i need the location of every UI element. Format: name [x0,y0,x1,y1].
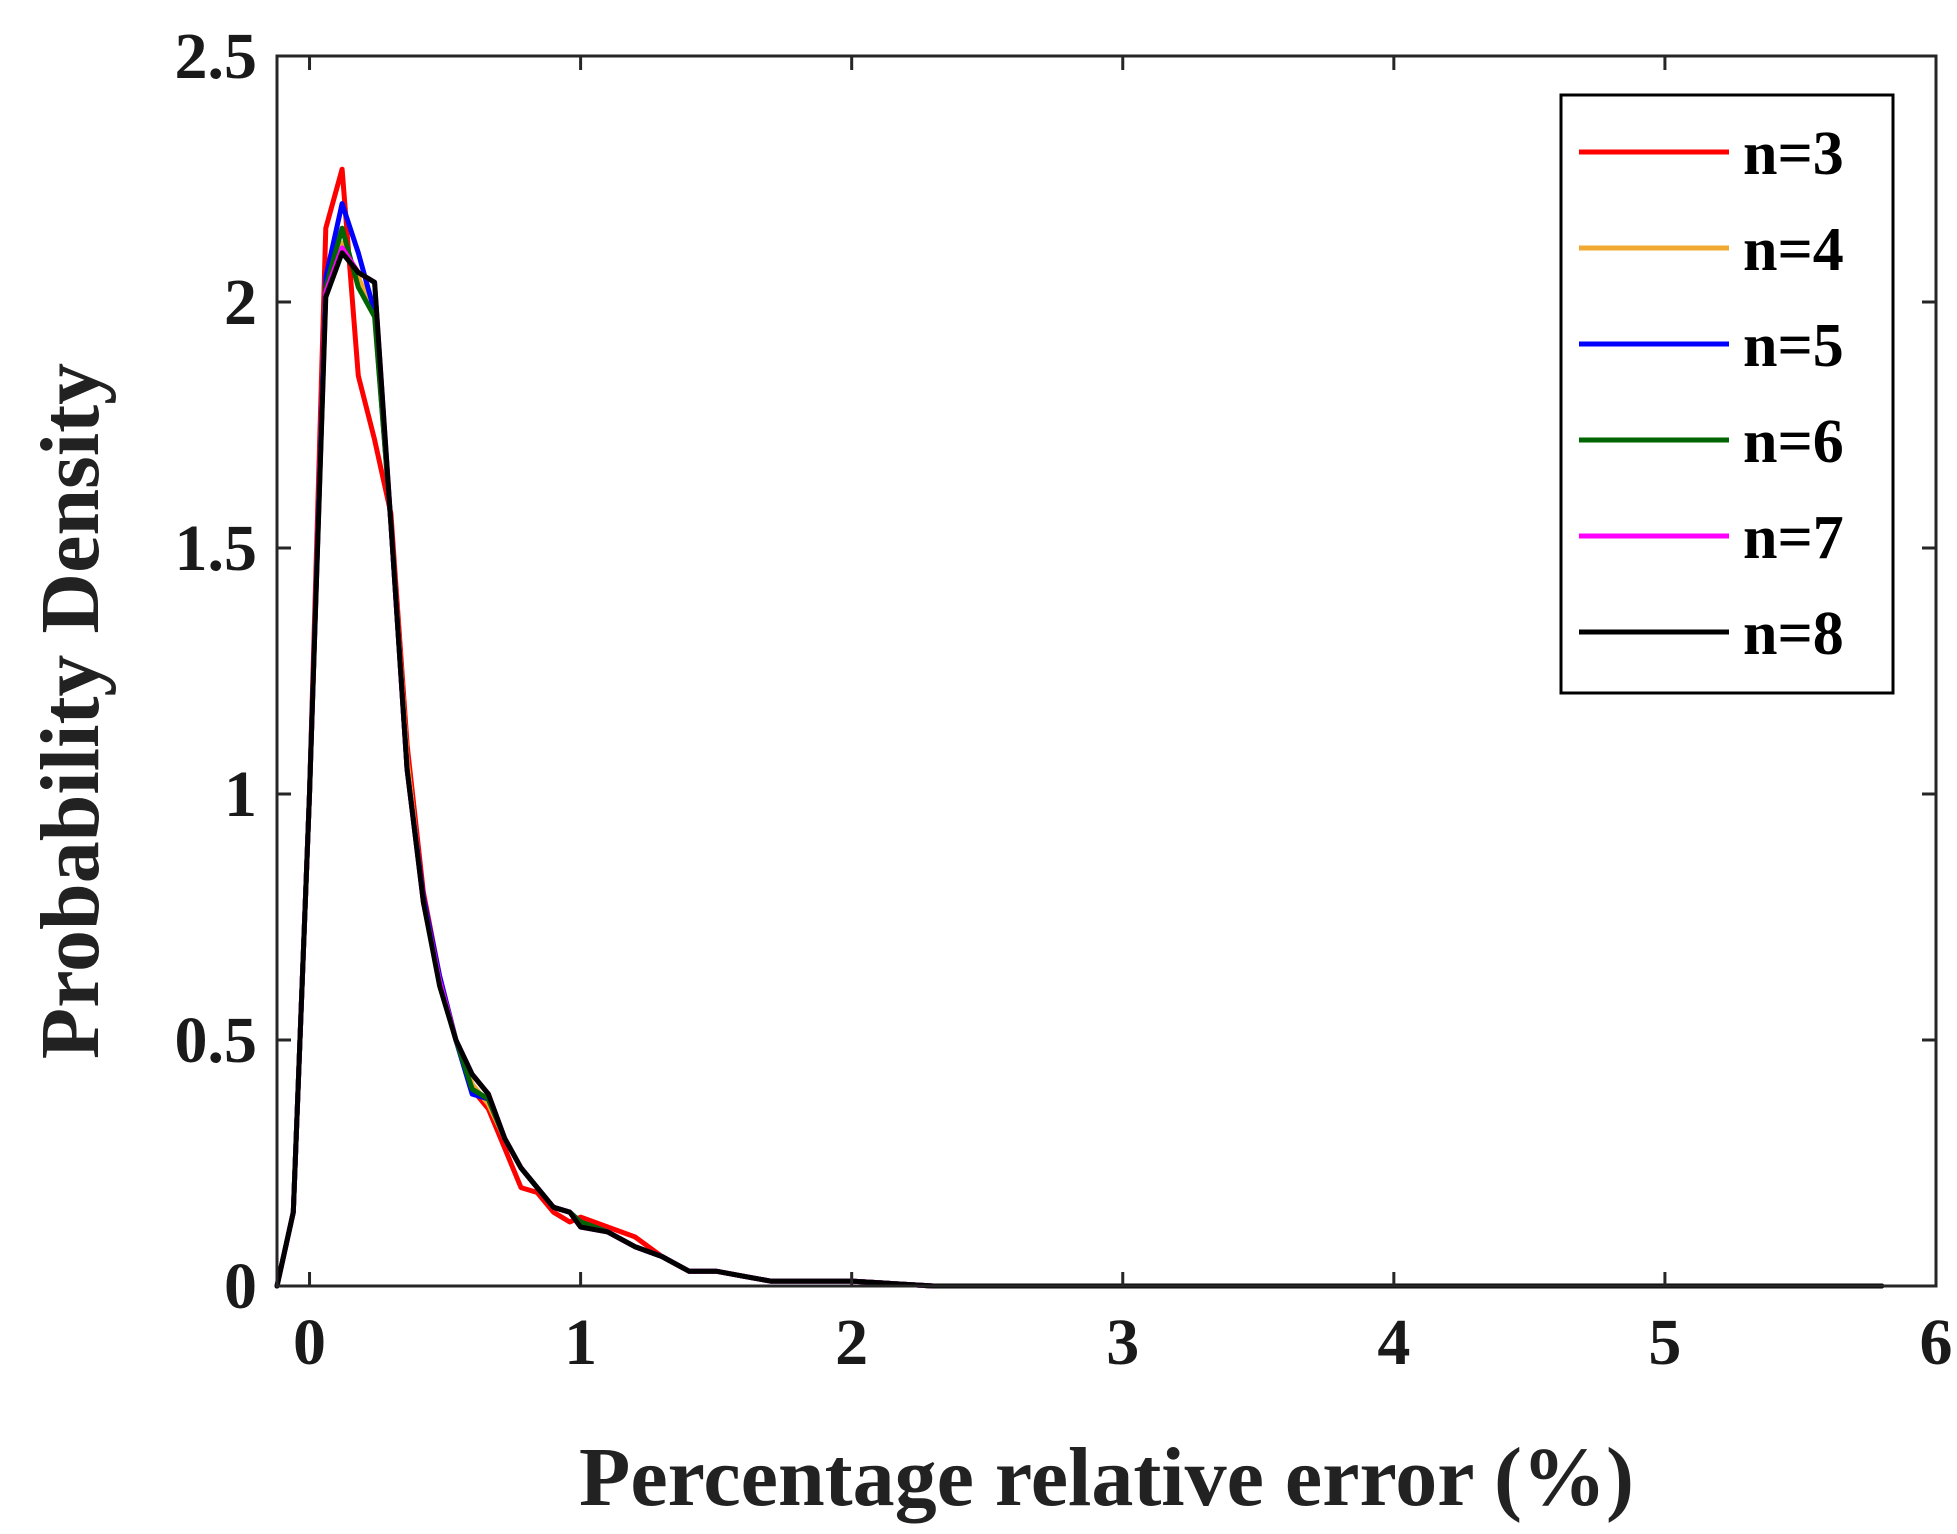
legend-label: n=8 [1743,600,1844,668]
legend-label: n=5 [1743,312,1844,380]
y-tick-label: 2 [224,266,257,339]
legend-item: n=6 [1579,408,1844,476]
axes-box [275,54,1938,1288]
legend-item: n=8 [1579,600,1844,668]
y-tick-label: 2.5 [175,20,258,93]
x-tick-label: 1 [564,1306,597,1379]
legend-label: n=7 [1743,504,1844,572]
tick-labels-layer: 0 1 2 3 4 5 6 0 0.5 1 1.5 2 2.5 [175,20,1953,1379]
legend-label: n=6 [1743,408,1844,476]
y-axis-title: Probability Density [24,363,117,1059]
y-tick-label: 0.5 [175,1004,258,1077]
x-tick-label: 2 [835,1306,868,1379]
legend-item: n=7 [1579,504,1844,572]
x-tick-label: 6 [1920,1306,1953,1379]
ticks-layer [277,54,1938,1288]
legend-item: n=3 [1579,120,1844,188]
x-tick-label: 5 [1648,1306,1681,1379]
legend-box [1559,93,1895,695]
x-tick-label: 0 [293,1306,326,1379]
y-tick-label: 0 [224,1250,257,1323]
legend-label: n=4 [1743,216,1844,284]
y-tick-label: 1 [224,758,257,831]
legend-item: n=5 [1579,312,1844,380]
x-tick-label: 4 [1377,1306,1410,1379]
x-axis-title: Percentage relative error (%) [579,1431,1634,1524]
x-tick-label: 3 [1106,1306,1139,1379]
legend-item: n=4 [1579,216,1844,284]
legend: n=3 n=4 n=5 n=6 n=7 n=8 [1559,93,1895,695]
y-tick-label: 1.5 [175,512,258,585]
legend-label: n=3 [1743,120,1844,188]
